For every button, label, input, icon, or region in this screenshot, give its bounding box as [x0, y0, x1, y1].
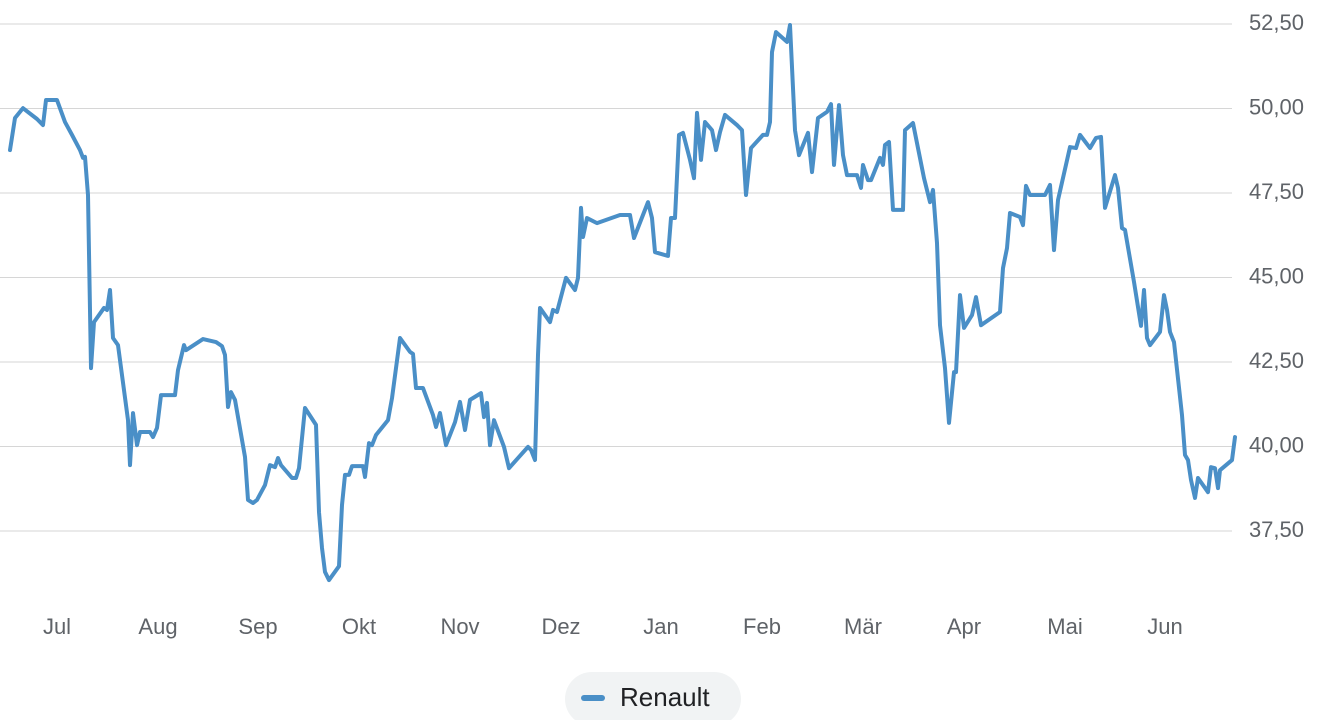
y-tick-label: 45,00	[1249, 263, 1304, 288]
legend-pill[interactable]	[565, 672, 741, 720]
y-tick-label: 40,00	[1249, 432, 1304, 457]
legend[interactable]: Renault	[565, 672, 741, 720]
x-tick-label: Okt	[342, 614, 376, 639]
x-tick-label: Jun	[1147, 614, 1182, 639]
x-tick-label: Feb	[743, 614, 781, 639]
x-tick-label: Jul	[43, 614, 71, 639]
x-tick-label: Dez	[541, 614, 580, 639]
x-tick-label: Nov	[440, 614, 479, 639]
y-tick-label: 47,50	[1249, 179, 1304, 204]
y-tick-label: 52,50	[1249, 10, 1304, 35]
series-line	[8, 23, 1237, 583]
legend-label[interactable]: Renault	[620, 682, 710, 712]
x-tick-label: Aug	[138, 614, 177, 639]
grid: 37,50 40,00 42,50 45,00 47,50 50,00 52,50 Jul Au…	[0, 10, 1304, 639]
y-tick-label: 37,50	[1249, 517, 1304, 542]
x-tick-label: Jan	[643, 614, 678, 639]
x-tick-label: Mai	[1047, 614, 1082, 639]
x-tick-label: Apr	[947, 614, 981, 639]
x-tick-label: Sep	[238, 614, 277, 639]
y-tick-label: 42,50	[1249, 348, 1304, 373]
y-tick-label: 50,00	[1249, 94, 1304, 119]
x-tick-label: Mär	[844, 614, 882, 639]
plot-area	[8, 23, 1237, 583]
